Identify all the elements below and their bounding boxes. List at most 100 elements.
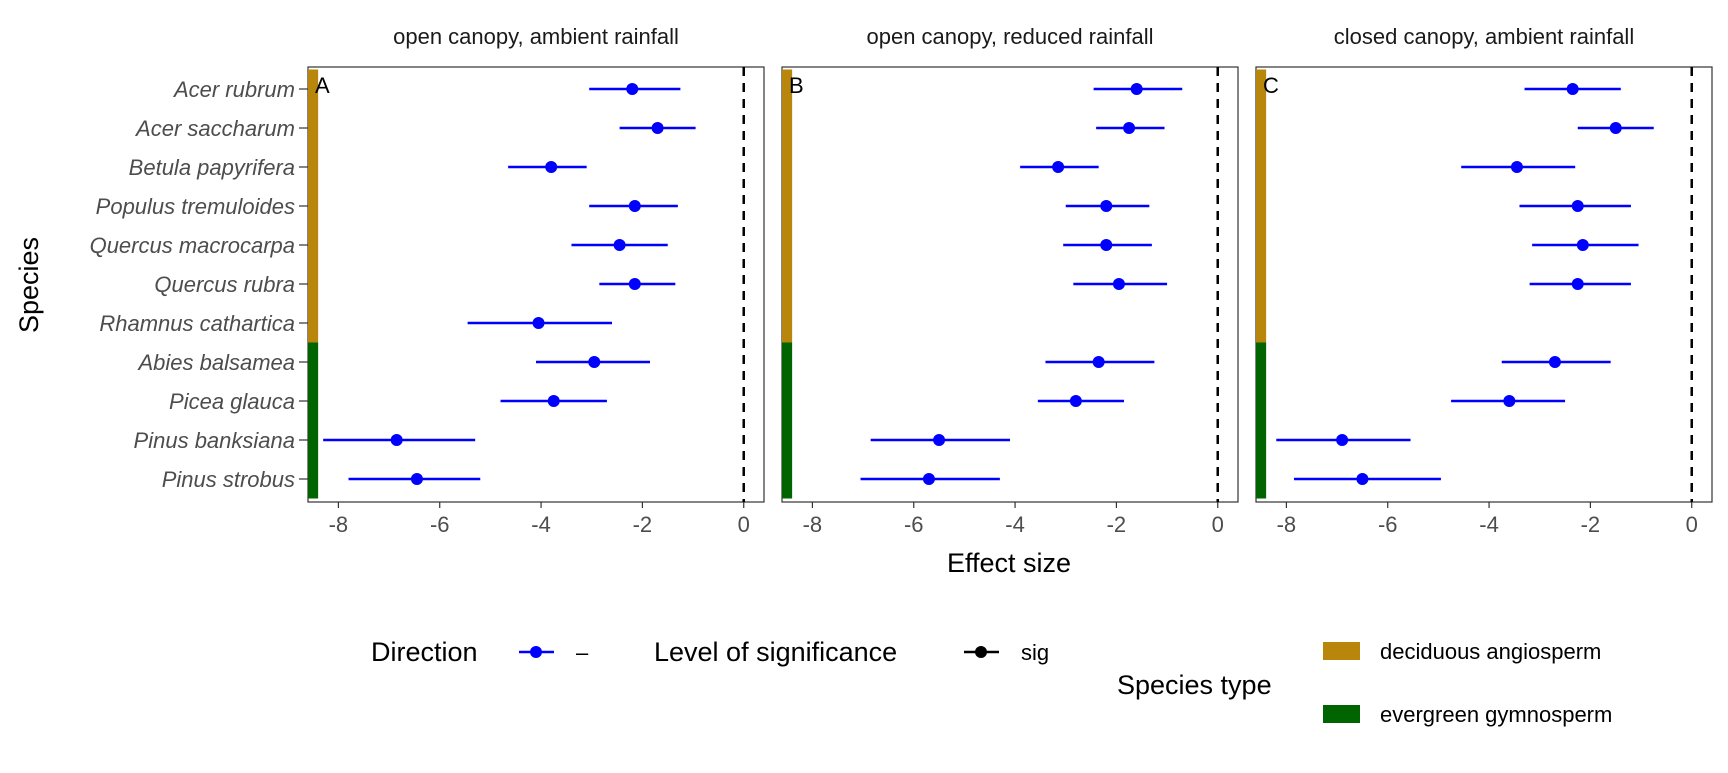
x-tick-label: -2	[633, 512, 653, 537]
species-type-band	[782, 147, 793, 187]
estimate-point	[545, 161, 558, 173]
estimate-point	[1100, 239, 1113, 251]
y-tick-label: Quercus rubra	[154, 272, 295, 297]
estimate-point	[1609, 122, 1622, 134]
estimate-point	[613, 239, 626, 251]
y-tick-label: Picea glauca	[169, 389, 295, 414]
species-type-band	[308, 186, 319, 226]
species-type-band	[782, 264, 793, 304]
estimate-point	[933, 434, 946, 446]
species-type-band	[308, 264, 319, 304]
species-type-band	[782, 459, 793, 499]
estimate-point	[1092, 356, 1105, 368]
species-type-band	[782, 303, 793, 343]
panels-group: Acer rubrum Acer saccharum Betula papyrife…	[90, 24, 1713, 537]
species-type-band	[1256, 264, 1267, 304]
legend-swatch-evergreen	[1323, 705, 1360, 723]
species-type-band	[782, 225, 793, 265]
estimate-point	[1052, 161, 1065, 173]
x-tick-label: -6	[430, 512, 450, 537]
y-tick-label: Acer saccharum	[134, 116, 295, 141]
x-tick-label: 0	[1212, 512, 1224, 537]
species-type-band	[308, 381, 319, 421]
estimate-point	[1356, 473, 1369, 485]
x-tick-label: -8	[329, 512, 349, 537]
species-type-band	[782, 381, 793, 421]
legend-swatch-deciduous	[1323, 642, 1360, 660]
estimate-point	[628, 200, 641, 212]
x-tick-label: 0	[738, 512, 750, 537]
species-type-band	[1256, 225, 1267, 265]
x-tick-label: -6	[1378, 512, 1398, 537]
estimate-point	[588, 356, 601, 368]
panel-tag: A	[315, 73, 330, 98]
estimate-point	[1510, 161, 1523, 173]
panel-frame	[781, 66, 1239, 503]
x-tick-label: -2	[1581, 512, 1601, 537]
species-type-band	[782, 69, 793, 109]
species-type-band	[782, 186, 793, 226]
species-type-band	[782, 420, 793, 460]
axis-labels-group: Species Effect size	[14, 237, 1071, 578]
x-tick-label: -8	[803, 512, 823, 537]
y-tick-label: Abies balsamea	[136, 350, 295, 375]
x-tick-label: -6	[904, 512, 924, 537]
y-tick-label: Populus tremuloides	[96, 194, 295, 219]
panel-title: open canopy, reduced rainfall	[866, 24, 1153, 49]
estimate-point	[1571, 200, 1584, 212]
estimate-point	[1123, 122, 1136, 134]
species-type-band	[308, 225, 319, 265]
estimate-point	[1503, 395, 1516, 407]
panel-c: closed canopy, ambient rainfall C -8 -6 -4 -2…	[1255, 24, 1713, 537]
species-type-band	[308, 69, 319, 109]
estimate-point	[1069, 395, 1082, 407]
legend-species-type-title: Species type	[1117, 670, 1272, 700]
species-type-band	[1256, 186, 1267, 226]
species-type-band	[782, 108, 793, 148]
x-tick-label: -2	[1107, 512, 1127, 537]
estimate-point	[410, 473, 423, 485]
panel-tag: B	[789, 73, 804, 98]
y-tick-label: Acer rubrum	[172, 77, 295, 102]
estimate-point	[547, 395, 560, 407]
species-type-band	[1256, 420, 1267, 460]
estimate-point	[1130, 83, 1143, 95]
y-tick-label: Betula papyrifera	[129, 155, 295, 180]
legend-significance-key-point	[975, 646, 987, 658]
x-tick-label: -4	[1005, 512, 1025, 537]
legend-direction-label: –	[576, 640, 589, 665]
estimate-point	[1566, 83, 1579, 95]
species-type-band	[782, 342, 793, 382]
species-type-band	[308, 303, 319, 343]
species-type-band	[1256, 108, 1267, 148]
estimate-point	[390, 434, 403, 446]
panel-title: open canopy, ambient rainfall	[393, 24, 679, 49]
y-axis-title: Species	[14, 237, 44, 333]
estimate-point	[1548, 356, 1561, 368]
estimate-point	[628, 278, 641, 290]
estimate-point	[532, 317, 545, 329]
y-tick-label: Quercus macrocarpa	[90, 233, 295, 258]
species-type-band	[308, 147, 319, 187]
y-tick-label: Pinus strobus	[162, 467, 295, 492]
legend-label-evergreen: evergreen gymnosperm	[1380, 702, 1612, 727]
estimate-point	[1576, 239, 1589, 251]
species-type-band	[308, 342, 319, 382]
legend-significance-title: Level of significance	[654, 637, 897, 667]
legend-label-deciduous: deciduous angiosperm	[1380, 639, 1601, 664]
x-tick-label: 0	[1686, 512, 1698, 537]
estimate-point	[651, 122, 664, 134]
panel-tag: C	[1263, 73, 1279, 98]
species-type-band	[308, 108, 319, 148]
legend-direction-key-point	[530, 646, 542, 658]
legend-direction-title: Direction	[371, 637, 478, 667]
species-type-band	[1256, 303, 1267, 343]
species-type-band	[1256, 147, 1267, 187]
species-type-band	[1256, 342, 1267, 382]
estimate-point	[922, 473, 935, 485]
panel-b: open canopy, reduced rainfall B -8 -6 -4 -2 0	[781, 24, 1239, 537]
x-tick-label: -8	[1277, 512, 1297, 537]
legend: Direction – Level of significance sig Sp…	[371, 637, 1612, 727]
